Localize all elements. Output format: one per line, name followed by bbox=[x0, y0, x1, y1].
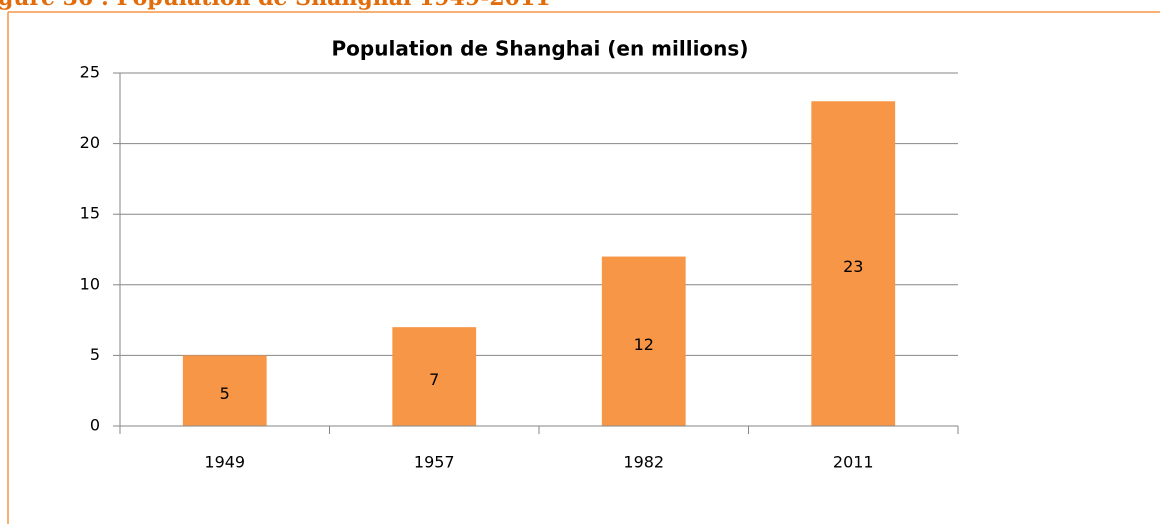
x-tick-label: 1982 bbox=[623, 453, 664, 472]
y-tick-label: 20 bbox=[80, 133, 100, 152]
bar bbox=[811, 101, 896, 427]
y-tick-label: 5 bbox=[90, 345, 100, 364]
bar bbox=[182, 355, 267, 426]
chart-title: Population de Shanghai (en millions) bbox=[332, 37, 749, 61]
x-tick-label: 1949 bbox=[204, 453, 245, 472]
data-label: 5 bbox=[220, 384, 230, 403]
data-label: 12 bbox=[634, 335, 654, 354]
x-tick-label: 2011 bbox=[833, 453, 874, 472]
x-tick-label: 1957 bbox=[414, 453, 455, 472]
y-tick-label: 10 bbox=[80, 274, 100, 293]
y-tick-label: 0 bbox=[90, 416, 100, 435]
data-label: 7 bbox=[429, 370, 439, 389]
data-label: 23 bbox=[843, 257, 863, 276]
bar bbox=[601, 256, 686, 426]
y-tick-label: 25 bbox=[80, 63, 100, 82]
bar bbox=[392, 327, 477, 426]
figure-caption: gure 36 : Population de Shanghai 1949-20… bbox=[0, 0, 551, 11]
y-tick-label: 15 bbox=[80, 204, 100, 223]
